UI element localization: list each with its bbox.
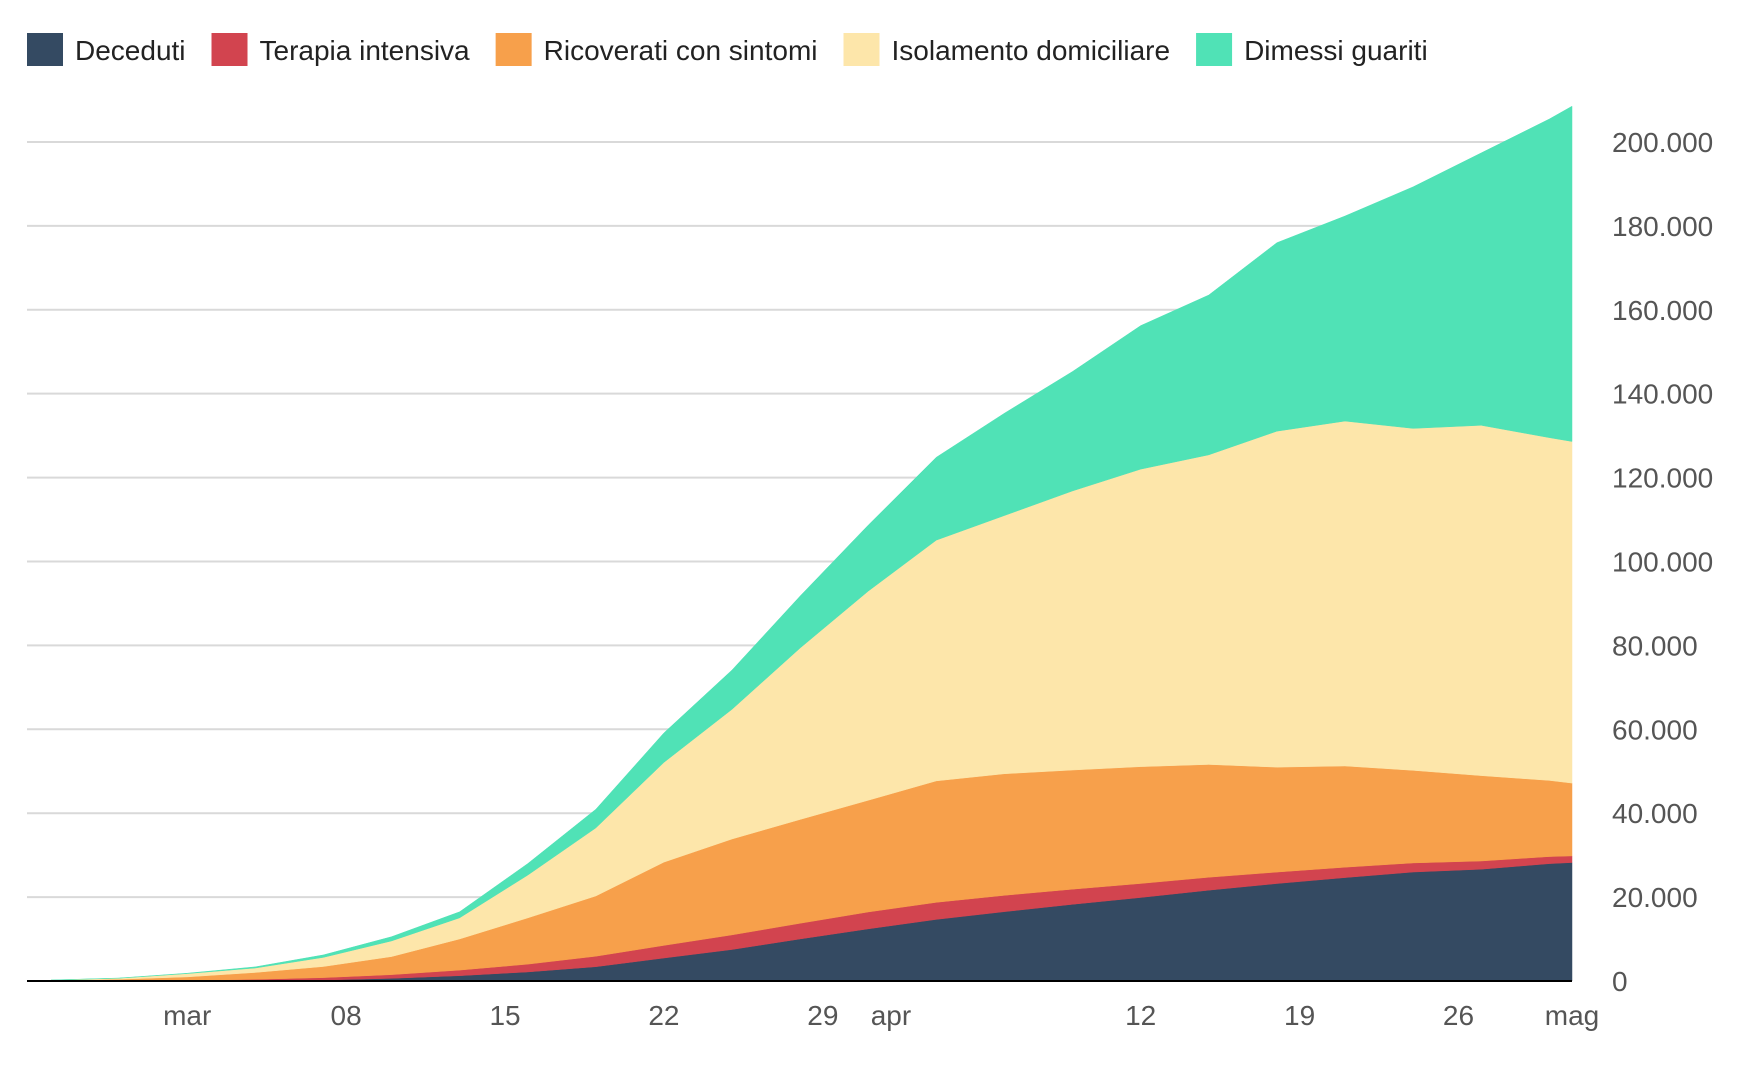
y-tick-label-1: 20.000 [1612, 882, 1698, 913]
legend-item-ricoverati-con-sintomi: Ricoverati con sintomi [495, 33, 818, 66]
x-tick-label-3: 22 [648, 1000, 679, 1031]
series-areas [50, 105, 1573, 982]
x-tick-label-7: 19 [1284, 1000, 1315, 1031]
x-tick-label-0: mar [163, 1000, 211, 1031]
gridlines [27, 140, 1572, 899]
y-tick-label-6: 120.000 [1612, 463, 1713, 494]
area-dimessi-guariti [50, 105, 1573, 981]
x-tick-label-2: 15 [489, 1000, 520, 1031]
x-tick-label-4: 29 [807, 1000, 838, 1031]
y-tick-label-8: 160.000 [1612, 295, 1713, 326]
y-tick-label-7: 140.000 [1612, 379, 1713, 410]
legend-label-terapia-intensiva: Terapia intensiva [260, 35, 471, 66]
y-tick-label-4: 80.000 [1612, 630, 1698, 661]
legend-item-dimessi-guariti: Dimessi guariti [1196, 33, 1428, 66]
y-tick-label-3: 60.000 [1612, 714, 1698, 745]
legend-label-ricoverati-con-sintomi: Ricoverati con sintomi [544, 35, 818, 66]
x-tick-label-6: 12 [1125, 1000, 1156, 1031]
legend-swatch-dimessi-guariti [1196, 33, 1233, 66]
legend-swatch-isolamento-domiciliare [843, 33, 880, 66]
legend-item-deceduti: Deceduti [27, 33, 186, 66]
x-tick-label-5: apr [871, 1000, 911, 1031]
x-tick-label-1: 08 [331, 1000, 362, 1031]
legend-item-isolamento-domiciliare: Isolamento domiciliare [843, 33, 1171, 66]
legend-item-terapia-intensiva: Terapia intensiva [211, 33, 471, 66]
legend-swatch-ricoverati-con-sintomi [495, 33, 532, 66]
x-tick-label-8: 26 [1443, 1000, 1474, 1031]
legend-label-dimessi-guariti: Dimessi guariti [1244, 35, 1428, 66]
legend: Deceduti Terapia intensiva Ricoverati con … [27, 33, 1428, 66]
legend-label-deceduti: Deceduti [75, 35, 186, 66]
y-tick-label-0: 0 [1612, 966, 1628, 997]
y-tick-label-5: 100.000 [1612, 546, 1713, 577]
y-tick-label-2: 40.000 [1612, 798, 1698, 829]
legend-label-isolamento-domiciliare: Isolamento domiciliare [892, 35, 1171, 66]
y-tick-label-10: 200.000 [1612, 127, 1713, 158]
x-axis: mar 08 15 22 29 apr 12 19 26 mag [27, 980, 1599, 1031]
legend-swatch-terapia-intensiva [211, 33, 248, 66]
x-tick-label-9: mag [1545, 1000, 1599, 1031]
legend-swatch-deceduti [27, 33, 63, 66]
y-tick-label-9: 180.000 [1612, 211, 1713, 242]
y-axis: 0 20.000 40.000 60.000 80.000 100.000 120.000 1… [1612, 127, 1713, 997]
